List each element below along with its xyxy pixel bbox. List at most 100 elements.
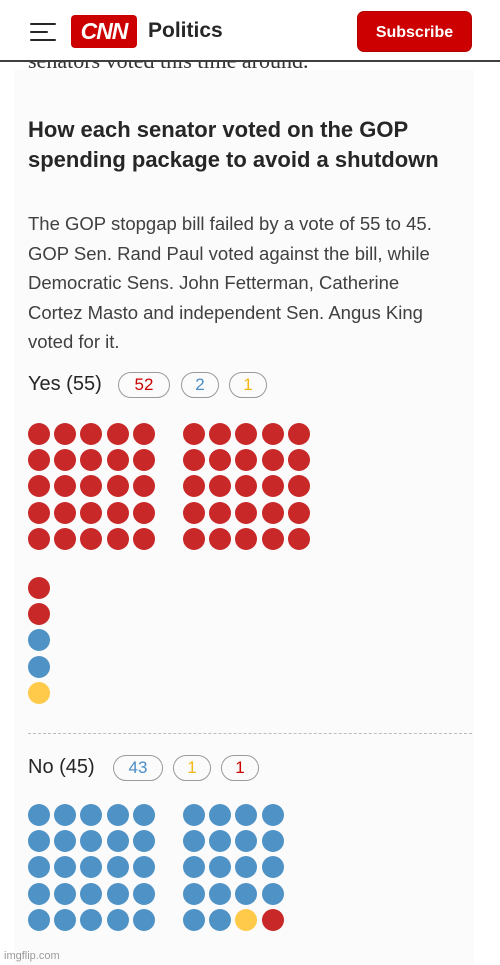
section-divider <box>28 733 472 734</box>
yes-republican-count-badge: 52 <box>118 372 170 398</box>
rep-senator-dot <box>80 423 103 445</box>
yes-independent-count-badge: 1 <box>229 372 267 398</box>
rep-senator-dot <box>28 449 50 472</box>
dem-senator-dot <box>132 908 155 931</box>
rep-senator-dot <box>183 527 205 550</box>
dem-senator-dot <box>80 856 103 879</box>
dem-senator-dot <box>132 856 155 879</box>
rep-senator-dot <box>80 449 103 472</box>
dem-senator-dot <box>106 882 129 905</box>
no-republican-count-badge: 1 <box>221 755 259 781</box>
rep-senator-dot <box>287 527 310 550</box>
watermark: imgflip.com <box>4 950 60 962</box>
rep-senator-dot <box>261 527 284 550</box>
dem-senator-dot <box>54 830 77 853</box>
cnn-logo[interactable]: CNN <box>71 15 137 48</box>
rep-senator-dot <box>132 423 155 445</box>
graphic-headline: How each senator voted on the GOP spendi… <box>28 117 439 172</box>
rep-senator-dot <box>261 908 284 931</box>
rep-senator-dot <box>80 475 103 498</box>
no-vote-title: No (45) <box>28 756 95 778</box>
dem-senator-dot <box>54 882 77 905</box>
dem-senator-dot <box>28 655 50 678</box>
ind-senator-dot <box>28 681 50 704</box>
rep-senator-dot <box>235 449 258 472</box>
dem-senator-dot <box>235 882 258 905</box>
dem-senator-dot <box>54 856 77 879</box>
dem-senator-dot <box>106 856 129 879</box>
rep-senator-dot <box>54 501 77 524</box>
rep-senator-dot <box>132 475 155 498</box>
rep-senator-dot <box>106 449 129 472</box>
no-independent-count-badge: 1 <box>173 755 211 781</box>
rep-senator-dot <box>235 475 258 498</box>
rep-senator-dot <box>28 527 50 550</box>
dem-senator-dot <box>261 830 284 853</box>
rep-senator-dot <box>28 475 50 498</box>
rep-senator-dot <box>209 423 232 445</box>
subscribe-button[interactable]: Subscribe <box>357 11 472 52</box>
dem-senator-dot <box>80 882 103 905</box>
rep-senator-dot <box>54 423 77 445</box>
dem-senator-dot <box>132 830 155 853</box>
dem-senator-dot <box>209 856 232 879</box>
rep-senator-dot <box>28 577 50 599</box>
rep-senator-dot <box>54 527 77 550</box>
rep-senator-dot <box>54 475 77 498</box>
ind-senator-dot <box>235 908 258 931</box>
rep-senator-dot <box>261 449 284 472</box>
rep-senator-dot <box>28 501 50 524</box>
rep-senator-dot <box>106 475 129 498</box>
dem-senator-dot <box>183 804 205 826</box>
site-header: CNN Politics Subscribe <box>0 0 500 62</box>
dem-senator-dot <box>54 804 77 826</box>
dem-senator-dot <box>209 830 232 853</box>
rep-senator-dot <box>183 449 205 472</box>
dem-senator-dot <box>132 882 155 905</box>
dem-senator-dot <box>183 830 205 853</box>
dem-senator-dot <box>132 804 155 826</box>
menu-icon[interactable] <box>30 20 58 42</box>
rep-senator-dot <box>261 475 284 498</box>
dem-senator-dot <box>106 908 129 931</box>
rep-senator-dot <box>287 449 310 472</box>
rep-senator-dot <box>183 475 205 498</box>
dem-senator-dot <box>209 882 232 905</box>
rep-senator-dot <box>54 449 77 472</box>
rep-senator-dot <box>28 603 50 626</box>
rep-senator-dot <box>132 449 155 472</box>
rep-senator-dot <box>106 527 129 550</box>
rep-senator-dot <box>209 501 232 524</box>
rep-senator-dot <box>106 423 129 445</box>
dem-senator-dot <box>80 908 103 931</box>
rep-senator-dot <box>287 423 310 445</box>
dem-senator-dot <box>235 804 258 826</box>
dem-senator-dot <box>209 804 232 826</box>
rep-senator-dot <box>235 423 258 445</box>
rep-senator-dot <box>261 501 284 524</box>
rep-senator-dot <box>209 475 232 498</box>
dem-senator-dot <box>28 882 50 905</box>
dem-senator-dot <box>235 830 258 853</box>
rep-senator-dot <box>183 423 205 445</box>
rep-senator-dot <box>28 423 50 445</box>
rep-senator-dot <box>183 501 205 524</box>
dem-senator-dot <box>28 830 50 853</box>
dem-senator-dot <box>54 908 77 931</box>
rep-senator-dot <box>132 501 155 524</box>
dem-senator-dot <box>261 804 284 826</box>
rep-senator-dot <box>132 527 155 550</box>
dem-senator-dot <box>261 856 284 879</box>
section-title[interactable]: Politics <box>148 19 223 42</box>
rep-senator-dot <box>287 475 310 498</box>
rep-senator-dot <box>209 449 232 472</box>
dem-senator-dot <box>183 882 205 905</box>
dem-senator-dot <box>209 908 232 931</box>
rep-senator-dot <box>209 527 232 550</box>
dem-senator-dot <box>235 856 258 879</box>
dem-senator-dot <box>106 804 129 826</box>
dem-senator-dot <box>28 629 50 652</box>
dem-senator-dot <box>80 830 103 853</box>
rep-senator-dot <box>80 527 103 550</box>
dem-senator-dot <box>183 856 205 879</box>
